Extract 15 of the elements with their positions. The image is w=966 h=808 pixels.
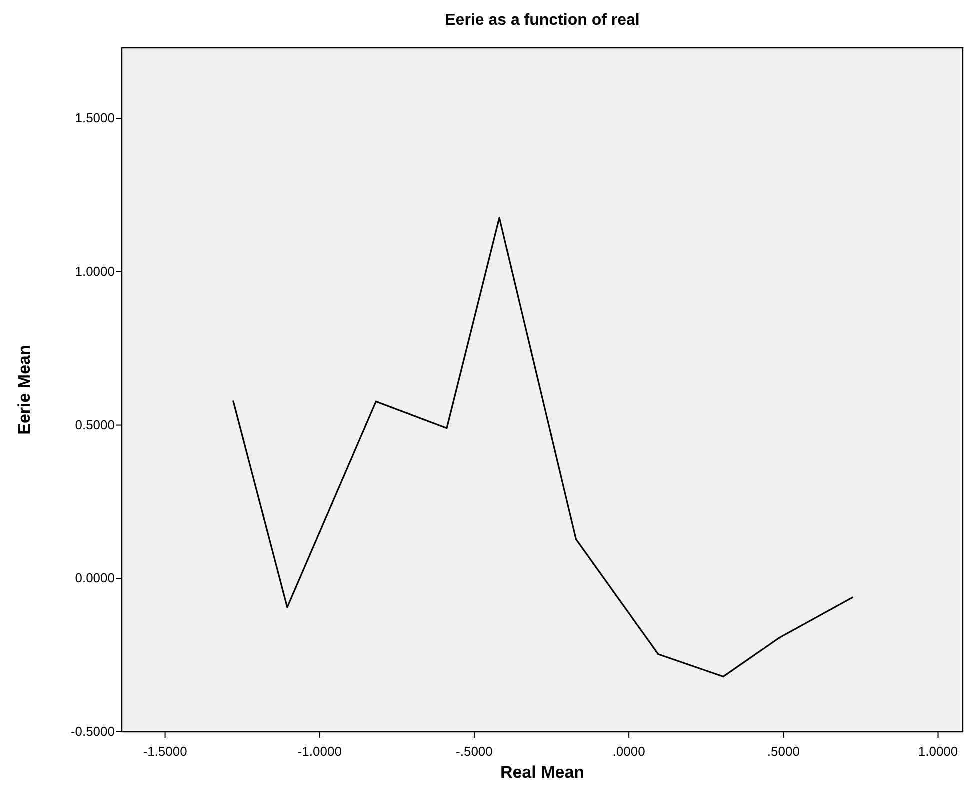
y-tick-label: 1.5000 <box>75 110 115 126</box>
x-tick-label: 1.0000 <box>918 744 958 759</box>
x-tick-label: -1.5000 <box>143 744 188 759</box>
y-tick-label: 0.0000 <box>75 570 115 586</box>
y-tick-label: -0.5000 <box>70 724 115 739</box>
x-tick-label: .5000 <box>767 744 800 759</box>
x-axis-title: Real Mean <box>500 763 585 782</box>
x-tick-label: .0000 <box>612 744 646 759</box>
y-tick-label: 0.5000 <box>75 417 115 432</box>
x-tick-label: -1.0000 <box>298 744 342 759</box>
chart-title: Eerie as a function of real <box>445 12 640 29</box>
line-series <box>232 217 854 678</box>
x-tick-label: -.5000 <box>456 744 493 759</box>
y-tick-label: 1.0000 <box>75 264 115 279</box>
y-axis-title: Eerie Mean <box>15 345 34 435</box>
